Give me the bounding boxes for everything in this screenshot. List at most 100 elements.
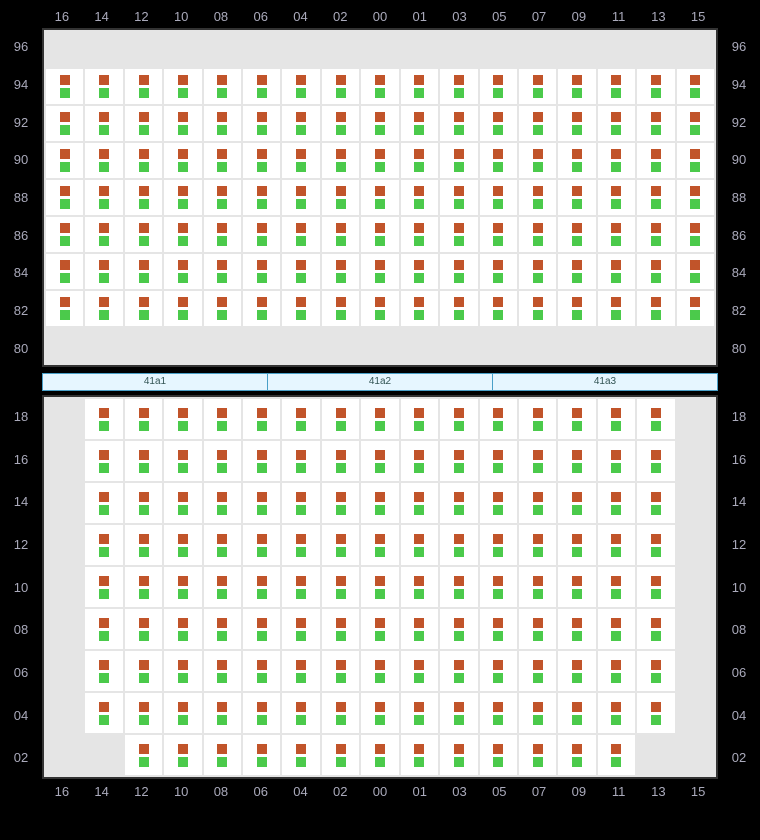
rack-cell[interactable] <box>361 69 398 104</box>
rack-cell[interactable] <box>401 483 438 523</box>
rack-cell[interactable] <box>480 441 517 481</box>
rack-cell[interactable] <box>243 693 280 733</box>
rack-cell[interactable] <box>637 399 674 439</box>
rack-cell[interactable] <box>164 69 201 104</box>
rack-cell[interactable] <box>519 143 556 178</box>
rack-cell[interactable] <box>440 291 477 326</box>
rack-cell[interactable] <box>480 106 517 141</box>
rack-cell[interactable] <box>558 143 595 178</box>
rack-cell[interactable] <box>677 217 714 252</box>
rack-cell[interactable] <box>480 693 517 733</box>
rack-cell[interactable] <box>401 254 438 289</box>
rack-cell[interactable] <box>164 609 201 649</box>
rack-cell[interactable] <box>164 567 201 607</box>
rack-cell[interactable] <box>282 735 319 775</box>
rack-cell[interactable] <box>243 143 280 178</box>
rack-cell[interactable] <box>558 651 595 691</box>
rack-cell[interactable] <box>480 567 517 607</box>
rack-cell[interactable] <box>637 143 674 178</box>
rack-cell[interactable] <box>401 143 438 178</box>
rack-cell[interactable] <box>164 525 201 565</box>
rack-cell[interactable] <box>558 291 595 326</box>
rack-cell[interactable] <box>322 483 359 523</box>
rack-cell[interactable] <box>637 180 674 215</box>
rack-cell[interactable] <box>637 483 674 523</box>
rack-cell[interactable] <box>204 106 241 141</box>
rack-cell[interactable] <box>480 291 517 326</box>
rack-cell[interactable] <box>519 291 556 326</box>
rack-cell[interactable] <box>440 693 477 733</box>
rack-cell[interactable] <box>637 441 674 481</box>
rack-cell[interactable] <box>282 483 319 523</box>
rack-cell[interactable] <box>282 69 319 104</box>
rack-cell[interactable] <box>440 525 477 565</box>
rack-cell[interactable] <box>558 217 595 252</box>
rack-cell[interactable] <box>361 483 398 523</box>
rack-cell[interactable] <box>361 693 398 733</box>
rack-cell[interactable] <box>637 106 674 141</box>
rack-cell[interactable] <box>519 567 556 607</box>
rack-cell[interactable] <box>677 69 714 104</box>
rack-cell[interactable] <box>125 143 162 178</box>
rack-cell[interactable] <box>282 217 319 252</box>
rack-cell[interactable] <box>282 399 319 439</box>
rack-cell[interactable] <box>282 609 319 649</box>
rack-cell[interactable] <box>204 143 241 178</box>
rack-cell[interactable] <box>558 69 595 104</box>
rack-cell[interactable] <box>401 735 438 775</box>
rack-cell[interactable] <box>125 609 162 649</box>
rack-cell[interactable] <box>125 254 162 289</box>
rack-cell[interactable] <box>322 180 359 215</box>
rack-cell[interactable] <box>440 69 477 104</box>
rack-cell[interactable] <box>282 106 319 141</box>
rack-cell[interactable] <box>85 567 122 607</box>
rack-cell[interactable] <box>637 254 674 289</box>
rack-cell[interactable] <box>361 567 398 607</box>
rack-cell[interactable] <box>480 254 517 289</box>
rack-cell[interactable] <box>322 735 359 775</box>
rack-cell[interactable] <box>204 291 241 326</box>
rack-cell[interactable] <box>637 291 674 326</box>
rack-cell[interactable] <box>480 735 517 775</box>
rack-cell[interactable] <box>322 693 359 733</box>
rack-cell[interactable] <box>322 254 359 289</box>
rack-cell[interactable] <box>46 254 83 289</box>
rack-cell[interactable] <box>480 525 517 565</box>
rack-cell[interactable] <box>85 254 122 289</box>
rack-cell[interactable] <box>164 399 201 439</box>
rack-cell[interactable] <box>401 217 438 252</box>
rack-cell[interactable] <box>322 525 359 565</box>
rack-cell[interactable] <box>677 143 714 178</box>
rack-cell[interactable] <box>46 106 83 141</box>
rack-cell[interactable] <box>243 291 280 326</box>
rack-cell[interactable] <box>401 399 438 439</box>
rack-cell[interactable] <box>480 69 517 104</box>
rack-cell[interactable] <box>164 254 201 289</box>
rack-cell[interactable] <box>164 143 201 178</box>
rack-cell[interactable] <box>322 106 359 141</box>
rack-cell[interactable] <box>243 399 280 439</box>
rack-cell[interactable] <box>322 217 359 252</box>
rack-cell[interactable] <box>204 217 241 252</box>
rack-cell[interactable] <box>164 217 201 252</box>
rack-cell[interactable] <box>637 651 674 691</box>
rack-cell[interactable] <box>401 69 438 104</box>
rack-cell[interactable] <box>361 254 398 289</box>
rack-cell[interactable] <box>85 483 122 523</box>
rack-cell[interactable] <box>361 106 398 141</box>
rack-cell[interactable] <box>558 106 595 141</box>
rack-cell[interactable] <box>558 525 595 565</box>
rack-cell[interactable] <box>637 217 674 252</box>
rack-cell[interactable] <box>243 525 280 565</box>
rack-cell[interactable] <box>361 399 398 439</box>
rack-cell[interactable] <box>480 217 517 252</box>
rack-cell[interactable] <box>164 651 201 691</box>
rack-cell[interactable] <box>164 291 201 326</box>
rack-cell[interactable] <box>401 180 438 215</box>
rack-cell[interactable] <box>440 567 477 607</box>
rack-cell[interactable] <box>361 143 398 178</box>
rack-cell[interactable] <box>85 441 122 481</box>
rack-cell[interactable] <box>85 291 122 326</box>
rack-cell[interactable] <box>322 609 359 649</box>
rack-cell[interactable] <box>243 254 280 289</box>
